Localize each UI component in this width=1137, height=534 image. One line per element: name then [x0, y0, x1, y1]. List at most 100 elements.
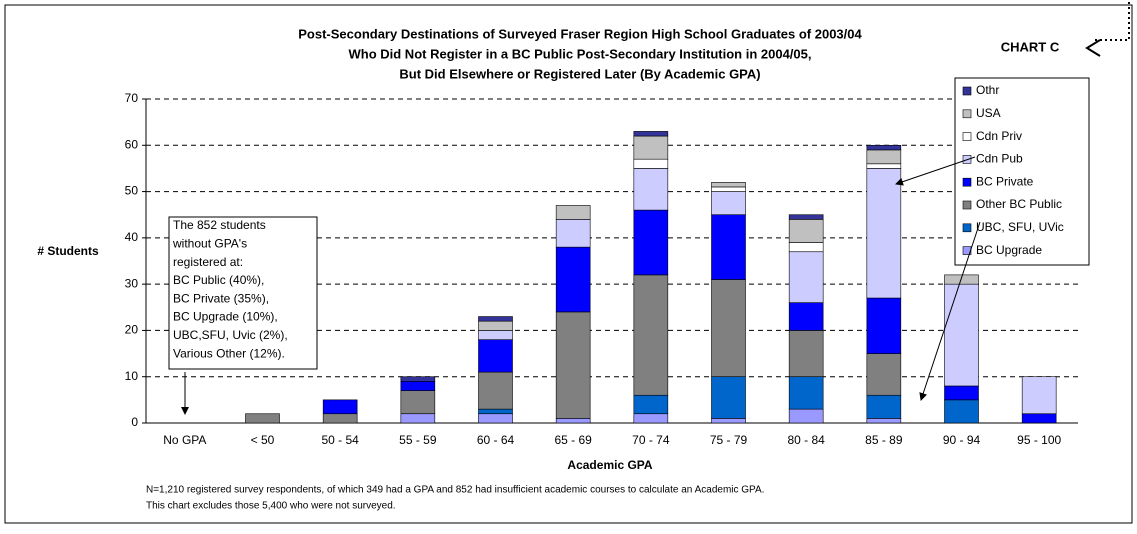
bar-segment [400, 413, 436, 424]
x-tick-label: 50 - 54 [321, 433, 359, 447]
legend-label: USA [976, 106, 1001, 120]
bar-segment [478, 408, 513, 415]
bar-segment [711, 279, 746, 378]
bar-segment [555, 311, 591, 419]
legend-label: BC Upgrade [976, 243, 1042, 257]
y-axis-label: # Students [37, 244, 99, 258]
bar-segment [944, 274, 979, 285]
legend-box [954, 77, 1090, 266]
bar-segment [711, 418, 746, 424]
footnote: This chart excludes those 5,400 who were… [146, 501, 396, 512]
x-tick-label: No GPA [163, 433, 206, 447]
bar-segment [788, 251, 824, 303]
bar-segment [944, 283, 979, 387]
annotation-line: BC Private (35%), [173, 291, 269, 305]
x-tick-label: 85 - 89 [865, 433, 903, 447]
x-tick-label: < 50 [251, 433, 275, 447]
x-axis-label: Academic GPA [567, 458, 652, 472]
chart-title: Post-Secondary Destinations of Surveyed … [298, 26, 862, 41]
annotation-line: BC Upgrade (10%), [173, 310, 278, 324]
bar-segment [245, 413, 280, 424]
bar-segment [866, 297, 902, 354]
legend-label: Cdn Priv [976, 129, 1022, 143]
chart-title: Who Did Not Register in a BC Public Post… [348, 46, 811, 61]
arrow [919, 221, 981, 401]
bar-segment [555, 205, 591, 220]
bar-segment [711, 376, 746, 419]
bar-segment [711, 191, 746, 216]
x-tick-label: 60 - 64 [477, 433, 515, 447]
bar-segment [788, 330, 824, 378]
bar-segment [866, 394, 902, 419]
bar-segment [1021, 376, 1057, 415]
arrow [895, 156, 976, 186]
legend-swatch [962, 200, 972, 210]
frame [4, 4, 1133, 524]
bar-segment [555, 418, 591, 424]
x-tick-label: 95 - 100 [1017, 433, 1061, 447]
legend-label: Other BC Public [976, 197, 1062, 211]
bar-segment [788, 302, 824, 331]
bar-segment [866, 168, 902, 299]
legend-swatch [962, 223, 972, 233]
y-tick-label: 50 [125, 184, 139, 198]
bar-segment [633, 274, 669, 396]
bar-segment [478, 320, 513, 331]
annotation-line: without GPA's [172, 236, 247, 250]
bar-segment [555, 246, 591, 313]
annotation-line: registered at: [173, 255, 243, 269]
x-tick-label: 75 - 79 [710, 433, 748, 447]
legend-swatch [962, 86, 972, 96]
bar-segment [478, 339, 513, 373]
bar-segment [322, 413, 358, 424]
legend-swatch [962, 132, 972, 141]
legend-label: BC Private [976, 174, 1034, 188]
legend-label: Cdn Pub [976, 152, 1023, 166]
annotation-line: The 852 students [173, 218, 266, 232]
y-tick-label: 30 [125, 276, 139, 290]
bar-segment [711, 186, 746, 192]
pointer-head [1085, 39, 1101, 57]
bar-segment [944, 385, 979, 401]
bar-segment [866, 418, 902, 424]
bar-segment [866, 353, 902, 396]
annotation-line: Various Other (12%). [173, 346, 285, 360]
pointer [1095, 2, 1130, 41]
annotation-box [168, 216, 318, 370]
bar-segment [633, 131, 669, 137]
chart-label: CHART C [1001, 39, 1060, 54]
bar-segment [400, 390, 436, 415]
bar-segment [1021, 413, 1057, 424]
bar-segment [633, 209, 669, 276]
bar-segment [555, 219, 591, 248]
y-tick-label: 40 [125, 230, 139, 244]
x-tick-label: 90 - 94 [943, 433, 981, 447]
bar-segment [322, 399, 358, 415]
bar-segment [788, 219, 824, 243]
bar-segment [944, 399, 979, 424]
bar-segment [866, 144, 902, 151]
legend-swatch [962, 177, 972, 187]
bar-segment [866, 149, 902, 165]
chart-title: But Did Elsewhere or Registered Later (B… [399, 66, 760, 81]
y-tick-label: 10 [125, 369, 139, 383]
bar-segment [788, 214, 824, 220]
y-tick-label: 70 [125, 91, 139, 105]
x-tick-label: 80 - 84 [787, 433, 825, 447]
x-tick-label: 65 - 69 [554, 433, 592, 447]
bar-segment [633, 394, 669, 415]
bar-segment [788, 242, 824, 253]
bar-segment [711, 214, 746, 280]
bar-segment [866, 163, 902, 169]
bar-segment [400, 381, 436, 391]
bar-segment [478, 413, 513, 424]
footnote: N=1,210 registered survey respondents, o… [146, 485, 764, 496]
y-tick-label: 0 [131, 415, 138, 429]
bar-segment [633, 168, 669, 211]
y-tick-label: 20 [125, 323, 139, 337]
bar-segment [633, 413, 669, 424]
x-tick-label: 55 - 59 [399, 433, 437, 447]
y-tick-label: 60 [125, 137, 139, 151]
bar-segment [633, 135, 669, 160]
